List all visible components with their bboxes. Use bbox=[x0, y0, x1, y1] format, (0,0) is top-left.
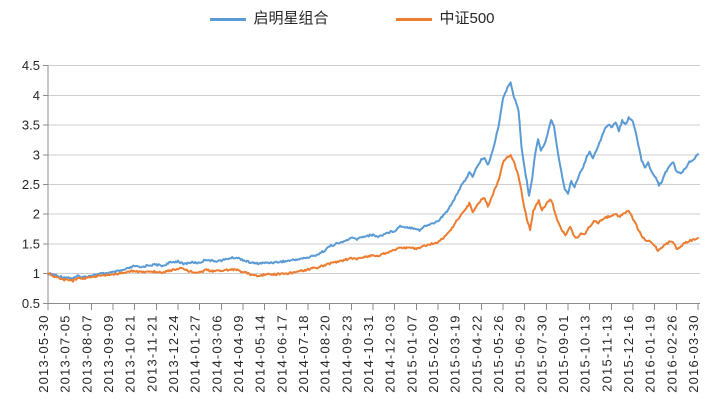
y-axis-label: 3 bbox=[33, 147, 40, 162]
y-axis-label: 4 bbox=[33, 88, 40, 103]
x-axis-label: 2014-08-20 bbox=[318, 314, 333, 393]
x-axis-label: 2015-01-07 bbox=[404, 314, 419, 393]
y-axis-label: 3.5 bbox=[22, 118, 40, 133]
x-axis-label: 2016-03-30 bbox=[686, 314, 701, 393]
x-axis-label: 2013-11-21 bbox=[144, 314, 159, 392]
y-axis-label: 0.5 bbox=[22, 296, 40, 311]
x-axis-label: 2013-12-24 bbox=[166, 314, 181, 393]
x-axis-label: 2014-07-18 bbox=[296, 314, 311, 393]
x-axis-label: 2015-11-13 bbox=[599, 314, 614, 392]
x-axis-label: 2014-05-14 bbox=[253, 314, 268, 393]
x-axis-label: 2015-07-30 bbox=[534, 314, 549, 393]
y-axis-label: 4.5 bbox=[22, 58, 40, 73]
x-axis-label: 2013-09-09 bbox=[101, 314, 116, 393]
x-axis-label: 2015-02-09 bbox=[426, 314, 441, 393]
x-axis-label: 2014-12-03 bbox=[383, 314, 398, 393]
x-axis-label: 2013-05-30 bbox=[36, 314, 51, 393]
legend: 启明星组合 中证500 bbox=[0, 8, 705, 30]
x-axis-label: 2014-10-31 bbox=[361, 314, 376, 393]
x-axis-label: 2015-03-19 bbox=[448, 314, 463, 393]
y-axis-label: 1 bbox=[33, 266, 40, 281]
x-axis-label: 2013-10-21 bbox=[123, 314, 138, 393]
x-axis-label: 2014-03-06 bbox=[209, 314, 224, 393]
x-axis-label: 2013-07-05 bbox=[58, 314, 73, 393]
x-axis-label: 2015-05-26 bbox=[491, 314, 506, 393]
x-axis-label: 2013-08-07 bbox=[79, 314, 94, 393]
x-axis-label: 2014-01-27 bbox=[188, 314, 203, 393]
x-axis-label: 2015-09-01 bbox=[556, 314, 571, 393]
x-axis-label: 2014-06-17 bbox=[274, 314, 289, 393]
legend-item-csi500[interactable]: 中证500 bbox=[396, 8, 495, 30]
y-axis-label: 1.5 bbox=[22, 236, 40, 251]
x-axis-label: 2015-12-16 bbox=[621, 314, 636, 393]
legend-label-portfolio: 启明星组合 bbox=[253, 10, 329, 27]
x-axis-label: 2015-10-13 bbox=[578, 314, 593, 393]
legend-line-sample-orange bbox=[396, 17, 433, 21]
legend-label-csi500: 中证500 bbox=[439, 10, 495, 27]
x-axis-label: 2016-01-19 bbox=[643, 314, 658, 393]
x-axis-label: 2015-04-22 bbox=[469, 314, 484, 393]
y-axis-label: 2.5 bbox=[22, 177, 40, 192]
legend-item-portfolio[interactable]: 启明星组合 bbox=[210, 8, 328, 30]
x-axis-label: 2015-06-29 bbox=[513, 314, 528, 393]
y-axis-label: 2 bbox=[33, 207, 40, 222]
x-axis-label: 2014-04-09 bbox=[231, 314, 246, 393]
series-line-csi500 bbox=[47, 153, 699, 283]
series-line-portfolio bbox=[47, 81, 699, 280]
x-axis-label: 2014-09-23 bbox=[339, 314, 354, 393]
legend-line-sample-blue bbox=[210, 17, 247, 21]
x-axis-label: 2016-02-26 bbox=[664, 314, 679, 393]
